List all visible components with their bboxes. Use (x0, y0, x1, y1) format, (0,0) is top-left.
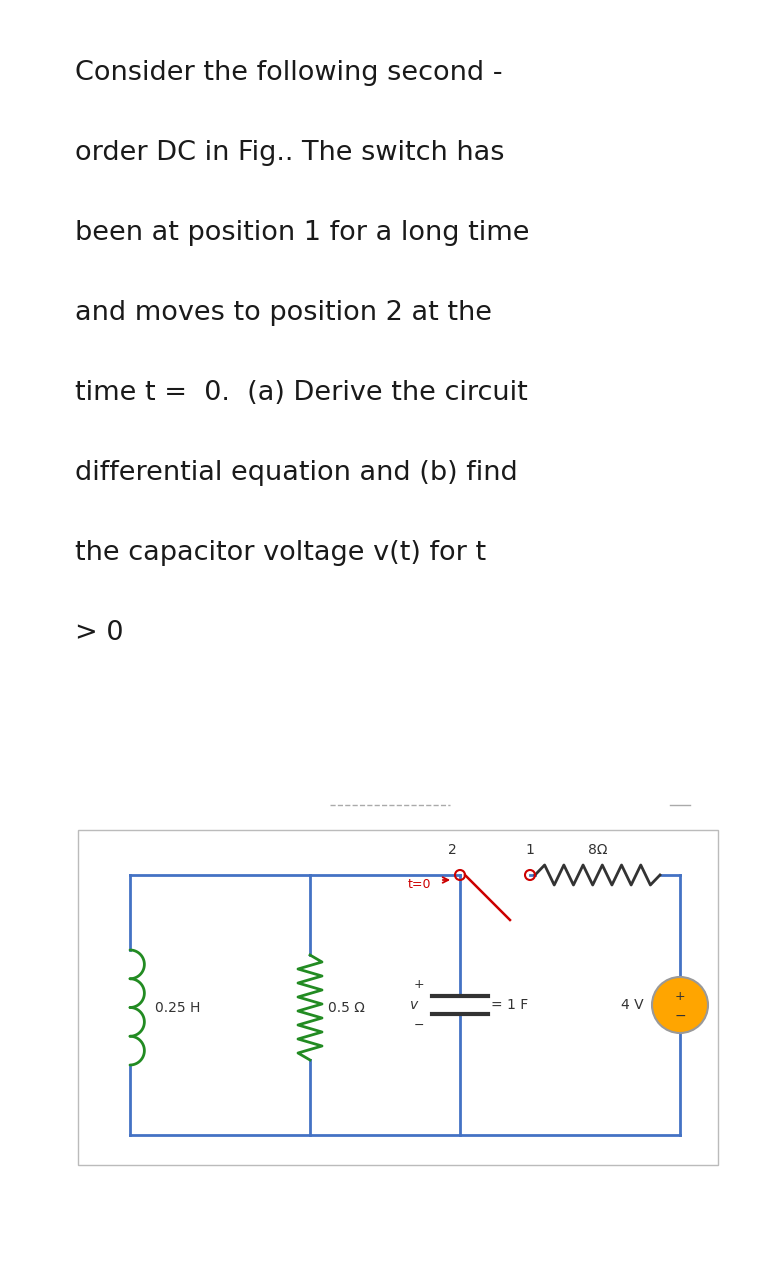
Text: 0.25 H: 0.25 H (155, 1001, 201, 1015)
Text: the capacitor voltage v(t) for t: the capacitor voltage v(t) for t (75, 540, 486, 566)
Text: +: + (413, 978, 424, 991)
Text: −: − (674, 1009, 686, 1023)
Text: = 1 F: = 1 F (491, 998, 528, 1012)
Bar (78, 829, 718, 1165)
Text: −: − (413, 1019, 424, 1032)
Text: 0.5 Ω: 0.5 Ω (328, 1001, 365, 1015)
Text: 1: 1 (525, 844, 535, 858)
Circle shape (652, 977, 708, 1033)
Text: differential equation and (b) find: differential equation and (b) find (75, 460, 517, 486)
Text: t=0: t=0 (408, 878, 431, 891)
Text: v: v (410, 998, 418, 1012)
Text: 4 V: 4 V (622, 998, 644, 1012)
Text: 8Ω: 8Ω (588, 844, 608, 858)
Text: Consider the following second -: Consider the following second - (75, 60, 503, 86)
Text: and moves to position 2 at the: and moves to position 2 at the (75, 300, 492, 326)
Text: time t =  0.  (a) Derive the circuit: time t = 0. (a) Derive the circuit (75, 380, 528, 406)
Text: order DC in Fig.. The switch has: order DC in Fig.. The switch has (75, 140, 504, 166)
Text: 2: 2 (448, 844, 456, 858)
Text: been at position 1 for a long time: been at position 1 for a long time (75, 220, 529, 246)
Text: > 0: > 0 (75, 620, 124, 646)
Text: +: + (675, 991, 685, 1004)
